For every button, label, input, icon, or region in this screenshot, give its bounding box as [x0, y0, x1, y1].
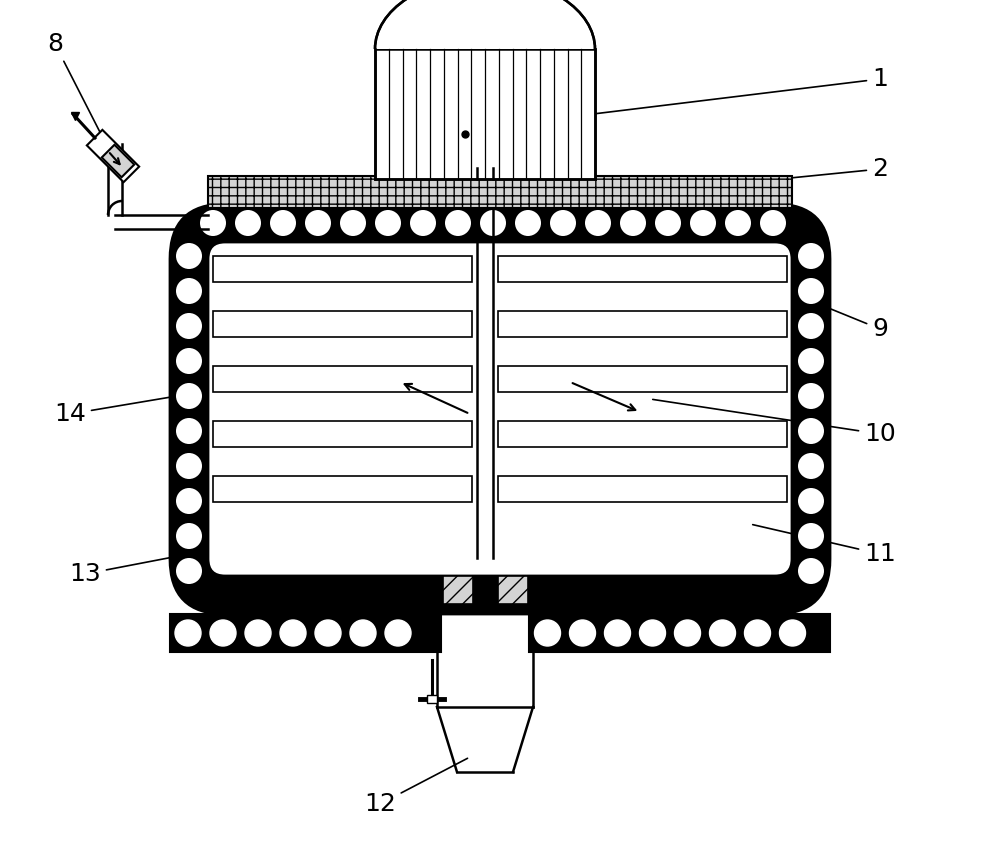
Circle shape [175, 620, 201, 646]
Circle shape [270, 210, 296, 236]
Circle shape [550, 210, 576, 236]
Text: 10: 10 [653, 399, 896, 446]
Text: 9: 9 [821, 305, 888, 341]
Circle shape [176, 278, 202, 304]
Circle shape [585, 210, 611, 236]
FancyBboxPatch shape [208, 242, 792, 576]
Bar [498, 576, 528, 604]
Bar [208, 176, 792, 208]
Circle shape [779, 620, 805, 646]
Circle shape [375, 210, 401, 236]
Circle shape [245, 620, 271, 646]
Circle shape [798, 348, 824, 374]
Circle shape [445, 210, 471, 236]
Circle shape [798, 243, 824, 269]
Circle shape [534, 620, 560, 646]
Bar [443, 576, 473, 604]
Circle shape [176, 523, 202, 549]
Circle shape [798, 313, 824, 339]
Circle shape [690, 210, 716, 236]
Circle shape [798, 558, 824, 584]
Polygon shape [375, 0, 595, 49]
Bar [375, 49, 595, 179]
Text: 2: 2 [633, 157, 888, 194]
Bar [427, 695, 437, 703]
Circle shape [655, 210, 681, 236]
Circle shape [798, 418, 824, 444]
Circle shape [709, 620, 735, 646]
Text: 13: 13 [69, 555, 186, 586]
Bar [498, 311, 787, 337]
Circle shape [515, 210, 541, 236]
Circle shape [798, 383, 824, 409]
Circle shape [176, 348, 202, 374]
Circle shape [480, 210, 506, 236]
Circle shape [350, 620, 376, 646]
Bar [213, 421, 472, 447]
Text: 14: 14 [54, 395, 186, 426]
Circle shape [798, 488, 824, 514]
Text: 8: 8 [47, 32, 104, 139]
Bar [498, 366, 787, 392]
Bar [213, 366, 472, 392]
Bar [498, 421, 787, 447]
Circle shape [798, 453, 824, 479]
Circle shape [798, 523, 824, 549]
Circle shape [760, 210, 786, 236]
Circle shape [569, 620, 595, 646]
Circle shape [725, 210, 751, 236]
Circle shape [410, 210, 436, 236]
Circle shape [200, 210, 226, 236]
Circle shape [798, 278, 824, 304]
Circle shape [604, 620, 630, 646]
Circle shape [176, 418, 202, 444]
Circle shape [674, 620, 700, 646]
Circle shape [744, 620, 770, 646]
Circle shape [385, 620, 411, 646]
Bar [213, 256, 472, 282]
Bar [170, 614, 441, 652]
Text: 1: 1 [473, 67, 888, 129]
Circle shape [280, 620, 306, 646]
Circle shape [620, 210, 646, 236]
Circle shape [176, 313, 202, 339]
Text: 12: 12 [364, 759, 468, 816]
Polygon shape [87, 130, 139, 182]
Bar [498, 256, 787, 282]
Circle shape [639, 620, 665, 646]
Bar [529, 614, 830, 652]
Circle shape [315, 620, 341, 646]
Text: 11: 11 [753, 524, 896, 566]
Circle shape [305, 210, 331, 236]
Bar [498, 476, 787, 502]
Circle shape [235, 210, 261, 236]
Circle shape [176, 383, 202, 409]
Circle shape [340, 210, 366, 236]
Polygon shape [102, 145, 134, 177]
Bar [213, 476, 472, 502]
Circle shape [176, 453, 202, 479]
Circle shape [176, 243, 202, 269]
Circle shape [210, 620, 236, 646]
Circle shape [176, 488, 202, 514]
FancyBboxPatch shape [170, 204, 830, 614]
Bar [213, 311, 472, 337]
Circle shape [176, 558, 202, 584]
